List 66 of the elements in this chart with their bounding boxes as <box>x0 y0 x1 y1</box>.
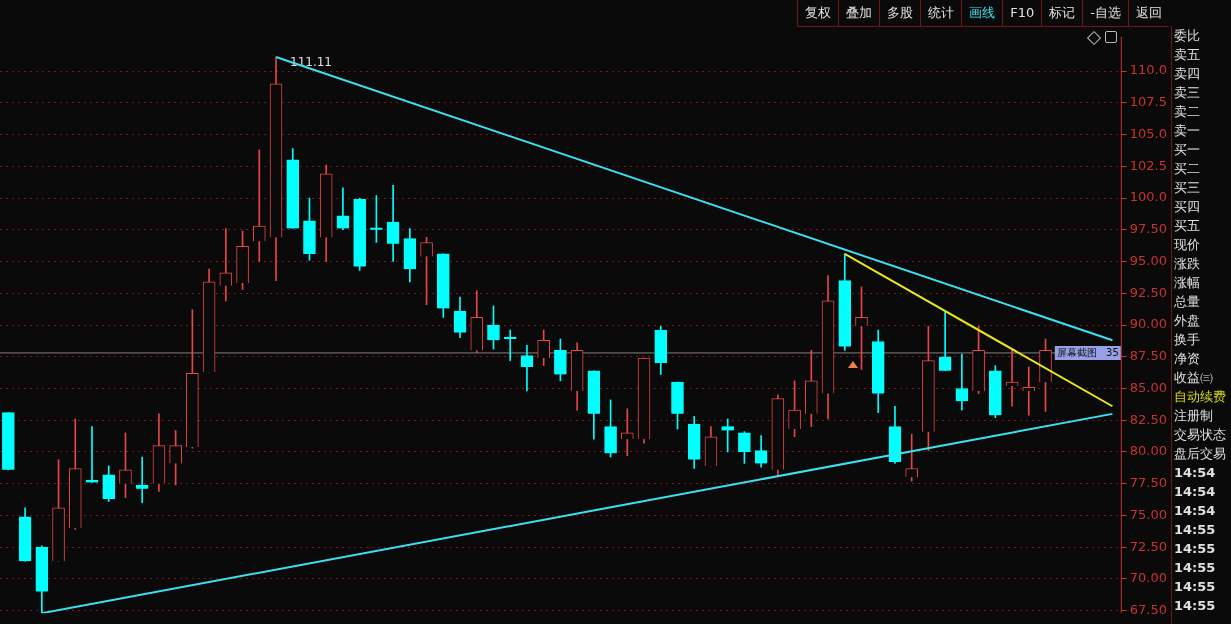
text: 卖三 <box>1173 84 1201 102</box>
text: 14:55 <box>1173 559 1217 577</box>
text: 卖一 <box>1173 122 1201 140</box>
y-tick-label: 70.00 <box>1129 570 1167 586</box>
text: 画线 <box>961 0 1003 26</box>
text: 14:54 <box>1173 483 1217 501</box>
candlestick <box>252 149 266 262</box>
text: 多股 <box>879 0 921 26</box>
candlestick <box>721 418 734 453</box>
text: 现价 <box>1173 236 1201 254</box>
y-tick-label: 67.50 <box>1129 602 1167 618</box>
text: 交易状态 <box>1173 426 1227 444</box>
candlestick <box>1022 366 1036 416</box>
y-tick-label: 85.00 <box>1129 379 1167 395</box>
y-tick-label: 95.00 <box>1129 252 1167 268</box>
text: 叠加 <box>838 0 880 26</box>
ref-line-label: 屏幕截图 <box>1056 346 1097 358</box>
candlestick <box>620 408 634 457</box>
text: -自选 <box>1082 0 1128 26</box>
text: 买五 <box>1173 217 1201 235</box>
y-tick-label: 105.0 <box>1129 125 1167 141</box>
text: 盘后交易 <box>1173 445 1227 463</box>
y-tick-label: 72.50 <box>1129 538 1167 554</box>
text: 买一 <box>1173 141 1201 159</box>
text: 外盘 <box>1173 312 1201 330</box>
y-tick-label: 97.50 <box>1129 221 1167 237</box>
text: 买四 <box>1173 198 1201 216</box>
text: 注册制 <box>1173 407 1214 425</box>
text: 14:55 <box>1173 540 1217 558</box>
text: F10 <box>1002 0 1042 26</box>
text: 返回 <box>1128 0 1169 26</box>
text: 复权 <box>797 0 839 26</box>
candlestick <box>1005 350 1019 407</box>
y-tick-label: 80.00 <box>1129 443 1167 459</box>
text: 买二 <box>1173 160 1201 178</box>
y-tick-label: 110.0 <box>1129 62 1167 78</box>
text: 总量 <box>1173 293 1201 311</box>
annotation: 35 <box>1106 346 1119 358</box>
candlestick <box>938 311 952 372</box>
text: 统计 <box>920 0 962 26</box>
text: 卖二 <box>1173 103 1201 121</box>
y-tick-label: 90.00 <box>1129 316 1167 332</box>
text: 14:55 <box>1173 521 1217 539</box>
text: 买三 <box>1173 179 1201 197</box>
y-tick-label: 92.50 <box>1129 284 1167 300</box>
text: 卖五 <box>1173 46 1201 64</box>
y-tick-label: 87.50 <box>1129 348 1167 364</box>
y-tick-label: 107.5 <box>1129 94 1167 110</box>
text: 14:54 <box>1173 464 1217 482</box>
text: 换手 <box>1173 331 1201 349</box>
text: 净资 <box>1173 350 1201 368</box>
text: 14:54 <box>1173 502 1217 520</box>
text: 委比 <box>1173 27 1201 45</box>
text: 自动续费 <box>1173 388 1227 406</box>
text: 14:55 <box>1173 578 1217 596</box>
text: 收益㈢ <box>1173 369 1214 387</box>
text: 涨幅 <box>1173 274 1201 292</box>
y-tick-label: 102.5 <box>1129 157 1167 173</box>
y-tick-label: 100.0 <box>1129 189 1167 205</box>
text: 卖四 <box>1173 65 1201 83</box>
y-tick-label: 77.50 <box>1129 475 1167 491</box>
y-tick-label: 82.50 <box>1129 411 1167 427</box>
text: 14:55 <box>1173 597 1217 615</box>
text: 标记 <box>1041 0 1083 26</box>
text: 涨跌 <box>1173 255 1201 273</box>
y-tick-label: 75.00 <box>1129 506 1167 522</box>
